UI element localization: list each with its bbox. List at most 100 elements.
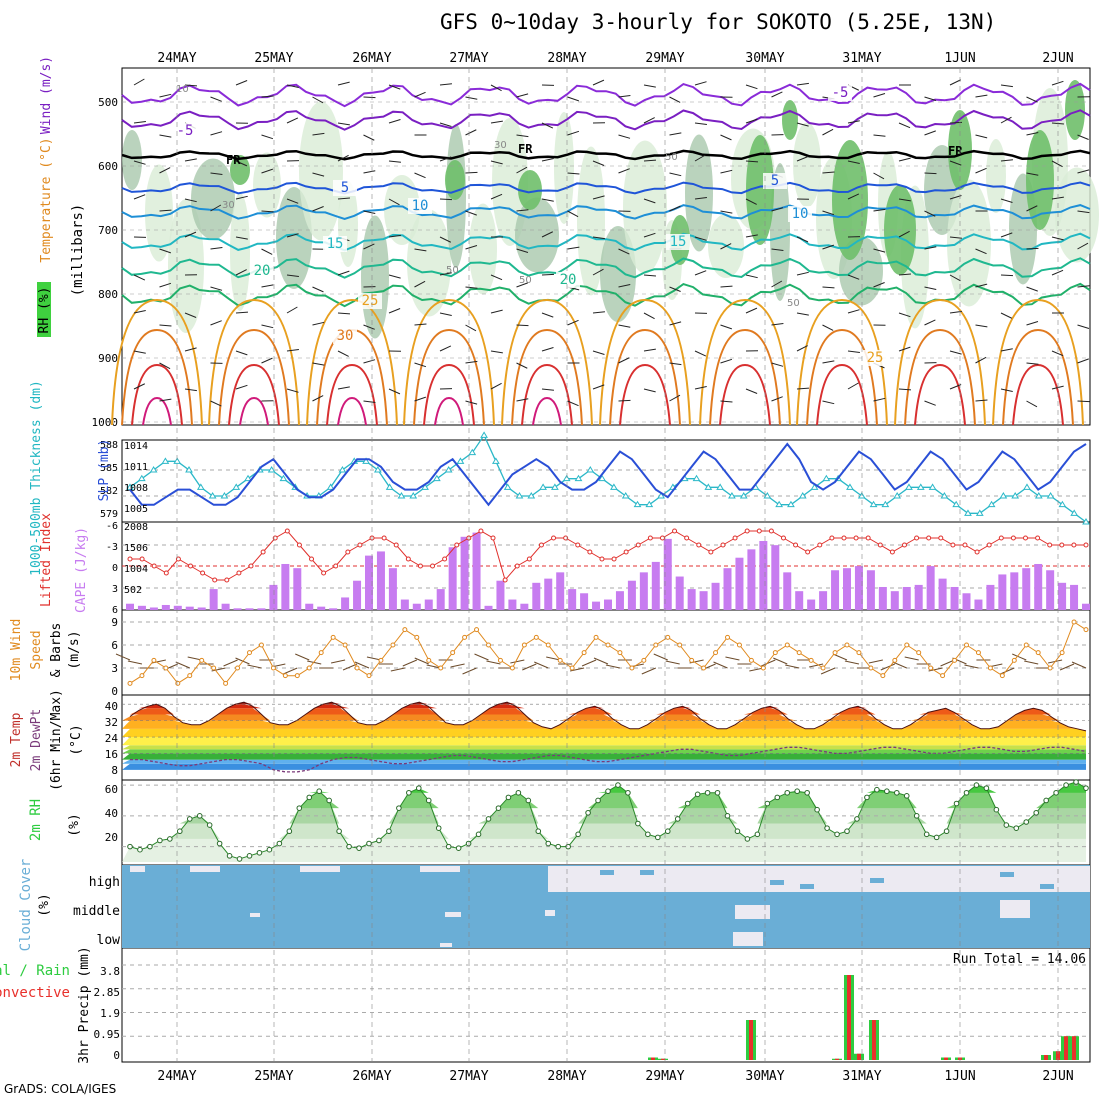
wind-speed-point: [796, 650, 802, 656]
rh2m-point: [645, 831, 651, 838]
wind-barb: [363, 170, 376, 174]
wind-barb: [439, 345, 452, 352]
wind-speed-point: [641, 657, 647, 663]
temp-color-band: [122, 720, 1086, 729]
wind-barb-10m: [342, 663, 358, 671]
wind-barb: [159, 398, 172, 402]
lifted-index-point: [405, 556, 411, 562]
thickness-point: [480, 431, 488, 438]
thickness-point: [126, 483, 134, 490]
rh-shade-blob: [793, 122, 821, 208]
temp2m-line: [129, 701, 1087, 732]
wind-barb: [1051, 269, 1064, 276]
lifted-index-point: [551, 535, 557, 541]
cloud-high-clear: [190, 866, 220, 872]
date-label-top: 31MAY: [842, 51, 881, 66]
wind-barb: [541, 273, 555, 276]
wind-barb: [235, 80, 248, 86]
cape-bar: [269, 584, 278, 610]
thickness-point: [185, 466, 193, 473]
wind-barb: [720, 324, 733, 330]
lifted-index-point: [599, 556, 605, 562]
lifted-index-point: [224, 577, 230, 583]
cape-bar: [902, 586, 911, 610]
thickness-point: [952, 500, 961, 508]
wind-barb: [388, 388, 401, 395]
cape-bar: [795, 591, 804, 610]
cape-bar: [161, 604, 170, 610]
wind-barb: [822, 400, 835, 405]
wind-barb: [592, 160, 605, 166]
isotherm-25-arc: [403, 298, 495, 426]
thickness-point: [692, 474, 701, 482]
wind-barb: [592, 384, 605, 390]
isotherm-label: -5: [177, 123, 194, 139]
rh-contour-label: 30: [494, 140, 507, 151]
thickness-point: [645, 500, 654, 508]
lifted-index-point: [200, 570, 206, 576]
precip-ylabel-convective: Convective: [0, 985, 70, 1001]
wind-barb: [796, 312, 809, 316]
wind-barb-10m: [390, 667, 405, 672]
wind-barb: [796, 236, 809, 243]
cape-tick-label: 1004: [124, 564, 148, 575]
contour-label-bg: [358, 293, 382, 309]
wind-barb: [541, 231, 554, 238]
cape-bar: [831, 570, 840, 610]
dewpoint2m-line: [130, 746, 1087, 773]
precip-convective-bar: [835, 1058, 839, 1060]
wind-ylabel-1: 10m Wind: [9, 619, 24, 682]
thickness-point: [1034, 492, 1043, 499]
cape-bar: [759, 540, 768, 610]
wind-barb: [159, 248, 172, 254]
date-label-bottom: 27MAY: [449, 1069, 488, 1084]
precip-convective-bar: [1072, 1036, 1076, 1060]
lifted-index-point: [454, 542, 460, 548]
isotherm-25-arc: [599, 298, 691, 426]
cape-bar: [448, 547, 457, 610]
panel-frame-precip: [121, 947, 1091, 1063]
wind-barb: [184, 158, 197, 162]
wind-barb: [618, 399, 631, 402]
lifted-index-point: [284, 528, 290, 534]
wind-speed-point: [784, 642, 790, 648]
rh-contour-label: 10: [176, 84, 189, 95]
wind-speed-point: [378, 657, 384, 663]
wind-barb: [312, 132, 325, 136]
rh-shade-blob: [253, 152, 281, 218]
wind-barb-10m: [462, 667, 477, 675]
wind-barb-10m: [665, 660, 680, 665]
cape-bar: [651, 561, 660, 610]
wind-barb-10m: [283, 667, 298, 675]
rh2m-point: [933, 834, 940, 841]
wind-speed-point: [139, 673, 145, 679]
wind-barb: [1026, 400, 1038, 408]
wind-tick-label: 3: [111, 662, 118, 675]
thickness-point: [338, 466, 347, 473]
wind-speed-point: [964, 642, 969, 648]
contour-label-bg: [863, 350, 887, 366]
thickness-point: [267, 466, 276, 473]
wind-barb: [898, 312, 911, 318]
wind-barb: [745, 388, 758, 394]
wind-barb: [210, 204, 222, 212]
lifted-index-point: [1083, 542, 1089, 548]
contour-label-bg: [408, 198, 432, 214]
lifted-index-point: [1010, 535, 1016, 541]
isotherm-20: [121, 257, 1091, 279]
rh-green-blob: [782, 100, 798, 140]
wind-barb: [235, 195, 248, 200]
rh2m-point: [844, 828, 850, 835]
thickness-point: [421, 483, 429, 490]
wind-barb: [694, 81, 707, 86]
cape-bar: [950, 586, 959, 610]
rh-contour-label: 50: [519, 275, 532, 286]
thickness-point: [704, 483, 713, 490]
lifted-index-point: [732, 535, 738, 541]
rh2m-point: [167, 836, 173, 842]
rh2m-point: [346, 843, 352, 850]
wind-barb: [184, 388, 197, 392]
wind-speed-point: [856, 650, 862, 656]
date-label-top: 28MAY: [547, 51, 586, 66]
thickness-point: [905, 483, 913, 490]
